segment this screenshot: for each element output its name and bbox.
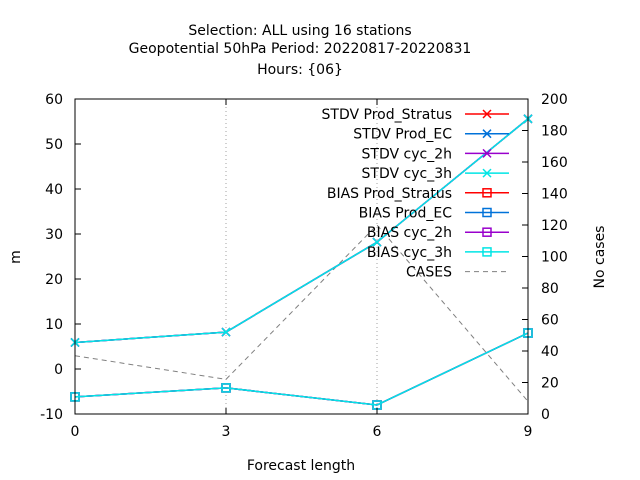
series-line: [74, 332, 529, 406]
y-tick-label: 20: [45, 272, 63, 288]
y2-tick-label: 120: [541, 218, 568, 234]
legend-label: STDV cyc_2h: [362, 146, 452, 162]
title-line-1: Selection: ALL using 16 stations: [188, 23, 411, 39]
y-axis-label: m: [8, 250, 24, 264]
series-7: [70, 328, 533, 410]
x-tick-label: 3: [222, 424, 231, 440]
series-line: [74, 118, 529, 344]
legend-item: BIAS cyc_3h: [367, 245, 509, 261]
legend-marker: [482, 148, 492, 158]
data-point: [221, 383, 231, 393]
y2-tick-label: 0: [541, 407, 550, 423]
y2-tick-label: 140: [541, 187, 568, 203]
title-line-3: Hours: {06}: [257, 62, 343, 78]
legend-item: STDV Prod_Stratus: [322, 107, 509, 123]
x-tick-label: 0: [71, 424, 80, 440]
legend-item: BIAS Prod_Stratus: [327, 186, 509, 202]
legend-label: CASES: [406, 265, 452, 281]
legend-item: CASES: [406, 265, 509, 281]
series-line: [74, 332, 529, 406]
data-point: [372, 237, 382, 247]
series-0: [70, 114, 533, 347]
series-line: [74, 118, 529, 344]
legend-label: STDV cyc_3h: [362, 166, 452, 182]
y-tick-label: 10: [45, 317, 63, 333]
y2-axis-label: No cases: [592, 226, 608, 289]
x-tick-label: 9: [524, 424, 533, 440]
y-tick-label: 50: [45, 137, 63, 153]
legend: STDV Prod_Stratus STDV Prod_EC STDV cyc_2h…: [322, 107, 509, 281]
legend-label: BIAS Prod_EC: [359, 206, 453, 222]
y-tick-label: -10: [40, 407, 63, 423]
y2-tick-label: 100: [541, 250, 568, 266]
y-tick-label: 30: [45, 227, 63, 243]
y2-tick-label: 180: [541, 124, 568, 140]
x-tick-label: 6: [373, 424, 382, 440]
cases-series: [74, 224, 529, 402]
legend-label: STDV Prod_EC: [353, 127, 452, 143]
x-axis-label: Forecast length: [247, 458, 355, 474]
legend-marker: [482, 109, 492, 119]
legend-label: BIAS cyc_2h: [367, 225, 452, 241]
series-2: [70, 114, 533, 347]
y2-tick-label: 20: [541, 376, 559, 392]
series-line: [74, 332, 529, 406]
legend-item: STDV cyc_2h: [362, 146, 509, 162]
y-tick-label: 60: [45, 92, 63, 108]
legend-marker: [482, 247, 492, 257]
y2-tick-label: 40: [541, 344, 559, 360]
series-8: [74, 224, 529, 402]
series-line: [74, 118, 529, 344]
y2-tick-label: 200: [541, 92, 568, 108]
legend-label: STDV Prod_Stratus: [322, 107, 452, 123]
legend-item: BIAS cyc_2h: [367, 225, 509, 241]
legend-marker: [482, 207, 492, 218]
data-series: [70, 114, 533, 410]
y2-tick-label: 60: [541, 313, 559, 329]
legend-marker: [482, 168, 492, 178]
legend-item: BIAS Prod_EC: [359, 206, 509, 222]
plot-frame: [74, 98, 529, 415]
axis-ticks: 0 3 6 9 -10 0 10 20 30 40 50 60 0 20 40 60 80 100 120 140 16…: [40, 92, 568, 440]
series-3: [70, 114, 533, 347]
legend-marker: [482, 227, 492, 237]
legend-label: BIAS Prod_Stratus: [327, 186, 452, 202]
y2-tick-label: 80: [541, 281, 559, 297]
series-line: [74, 224, 529, 402]
series-1: [70, 114, 533, 347]
legend-label: BIAS cyc_3h: [367, 245, 452, 261]
y-tick-label: 40: [45, 182, 63, 198]
y2-tick-label: 160: [541, 155, 568, 171]
legend-marker: [482, 129, 492, 139]
legend-marker: [482, 188, 492, 198]
grid: [225, 99, 378, 414]
series-line: [74, 118, 529, 344]
series-line: [74, 332, 529, 406]
legend-item: STDV Prod_EC: [353, 127, 509, 143]
legend-item: STDV cyc_3h: [362, 166, 509, 182]
y-tick-label: 0: [54, 362, 63, 378]
chart-title: Selection: ALL using 16 stations Geopote…: [129, 23, 472, 78]
data-point: [221, 327, 231, 337]
title-line-2: Geopotential 50hPa Period: 20220817-2022…: [129, 41, 472, 57]
